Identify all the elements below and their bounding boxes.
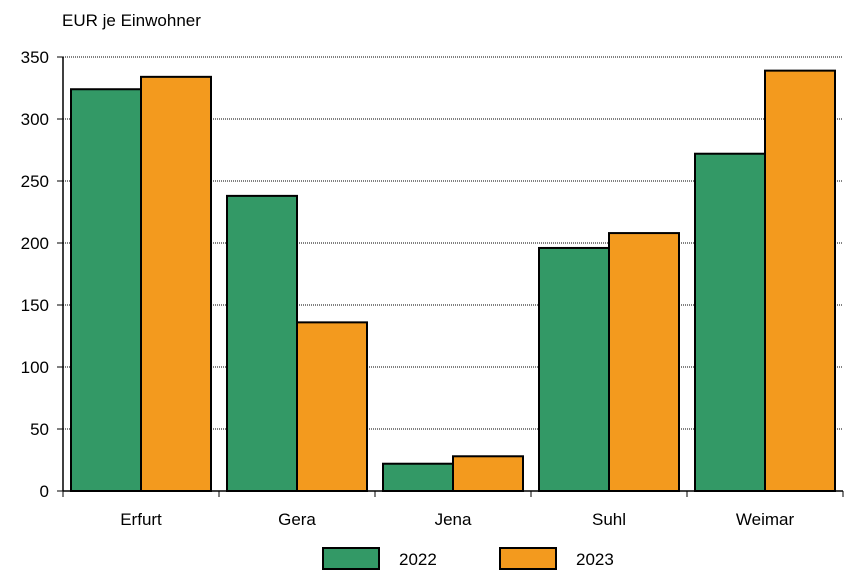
bar-2023-jena [452, 455, 524, 492]
y-tick-label: 0 [40, 482, 49, 501]
x-tick-label: Weimar [736, 510, 795, 529]
bar-2022-gera [226, 194, 298, 492]
y-tick-label: 100 [21, 358, 49, 377]
y-tick-label: 250 [21, 172, 49, 191]
y-tick-label: 350 [21, 48, 49, 67]
bar-2023-erfurt [140, 75, 212, 492]
legend-swatch-2023 [499, 547, 557, 570]
legend: 2022 2023 [322, 547, 614, 570]
y-tick-label: 150 [21, 296, 49, 315]
bar-2023-suhl [608, 232, 680, 493]
x-tick-label: Jena [435, 510, 472, 529]
x-tick-label: Erfurt [120, 510, 162, 529]
bars [70, 69, 836, 493]
y-tick-label: 50 [30, 420, 49, 439]
bar-2022-suhl [538, 246, 610, 492]
legend-swatch-2022 [322, 547, 380, 570]
y-axis-label: EUR je Einwohner [62, 11, 201, 30]
legend-label-2023: 2023 [576, 550, 614, 569]
y-tick-label: 300 [21, 110, 49, 129]
y-tick-label: 200 [21, 234, 49, 253]
x-tick-label: Gera [278, 510, 316, 529]
bar-2022-weimar [694, 152, 766, 492]
axes [57, 56, 844, 497]
tick-labels: 0 50 100 150 200 250 300 350 Erfurt Gera Jena Suhl W… [21, 48, 795, 529]
bar-2022-erfurt [70, 88, 142, 493]
bar-2022-jena [382, 462, 454, 493]
bar-2023-weimar [764, 69, 836, 492]
bar-2023-gera [296, 321, 368, 492]
legend-label-2022: 2022 [399, 550, 437, 569]
x-tick-label: Suhl [592, 510, 626, 529]
